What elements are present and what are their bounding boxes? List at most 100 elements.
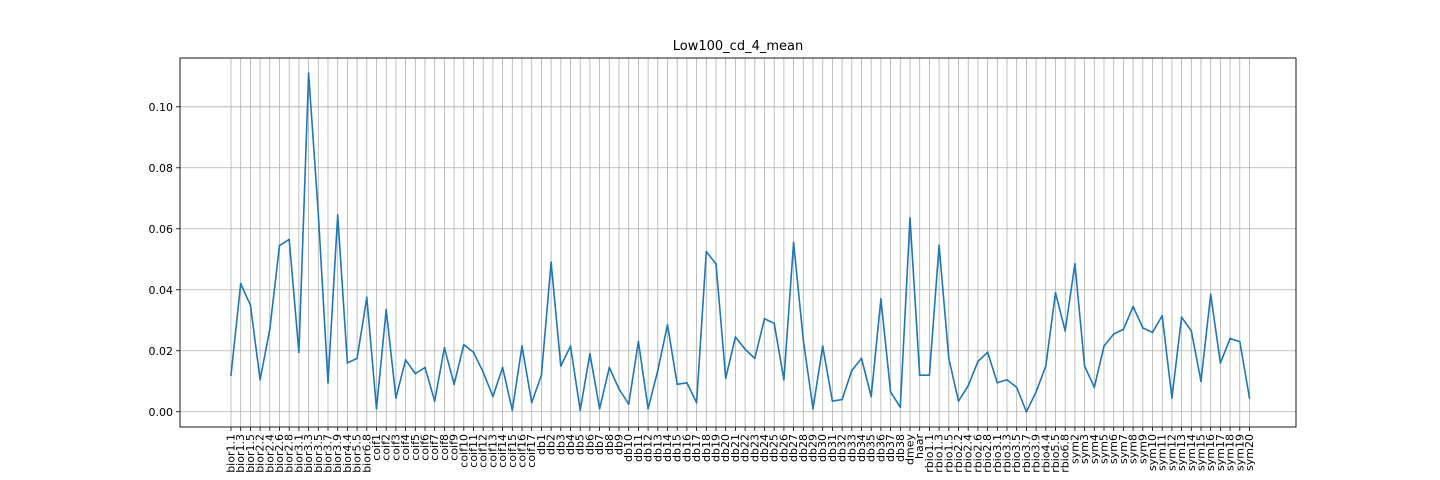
x-tick-label: bior2.4 <box>263 434 276 473</box>
data-point <box>1200 380 1202 383</box>
x-tick-label: coif6 <box>419 434 432 461</box>
data-point <box>1141 326 1144 329</box>
data-point <box>433 400 436 402</box>
x-tick-label: bior2.6 <box>273 434 286 473</box>
series <box>230 72 1251 413</box>
x-tick-label: db23 <box>748 434 761 462</box>
data-point <box>559 365 562 367</box>
data-point <box>831 400 834 402</box>
y-tick-label: 0.10 <box>149 101 174 114</box>
data-point <box>569 345 572 348</box>
data-point <box>1044 365 1047 367</box>
x-tick-label: bior1.3 <box>234 434 247 473</box>
x-tick-label: coif11 <box>467 434 480 468</box>
x-tick-label: rbio4.4 <box>1039 434 1052 473</box>
x-tick-label: db4 <box>564 434 577 455</box>
x-tick-label: db26 <box>777 434 790 462</box>
x-tick-label: db20 <box>719 434 732 462</box>
data-point <box>812 407 814 410</box>
data-point <box>1229 337 1231 340</box>
data-point <box>1015 386 1018 389</box>
x-tick-label: coif2 <box>380 434 393 461</box>
x-tick-label: rbio1.3 <box>933 434 946 473</box>
data-point <box>880 298 882 300</box>
data-point <box>521 345 523 348</box>
x-tick-label: bior3.9 <box>331 434 344 473</box>
x-tick-label: sym12 <box>1165 434 1178 471</box>
data-point <box>938 244 940 247</box>
x-tick-label: sym15 <box>1195 434 1208 471</box>
x-tick-label: db19 <box>710 434 723 462</box>
x-tick-label: rbio2.8 <box>981 434 994 473</box>
data-point <box>783 378 785 381</box>
data-point <box>889 391 892 393</box>
x-tick-label: db3 <box>554 434 567 455</box>
x-tick-label: db37 <box>884 434 897 462</box>
data-point <box>395 397 397 399</box>
x-tick-label: bior6.8 <box>360 434 373 473</box>
data-point <box>1074 262 1076 265</box>
data-point <box>1248 397 1251 399</box>
data-point <box>918 374 921 377</box>
data-point <box>1238 340 1241 343</box>
x-tick-label: db29 <box>807 434 820 462</box>
x-tick-label: coif4 <box>399 434 412 461</box>
y-tick-label: 0.06 <box>149 223 174 236</box>
data-point <box>327 381 329 384</box>
x-tick-label: db9 <box>613 434 626 455</box>
data-point <box>860 357 863 360</box>
data-point <box>1093 386 1096 389</box>
x-tick-label: bior2.8 <box>283 434 296 473</box>
x-tick-label: coif1 <box>370 434 383 461</box>
x-tick-label: coif3 <box>389 434 402 461</box>
data-point <box>666 323 669 326</box>
x-tick-label: rbio3.9 <box>1030 434 1043 473</box>
x-tick-label: sym17 <box>1214 434 1227 471</box>
x-tick-label: db17 <box>690 434 703 462</box>
data-point <box>899 406 902 409</box>
data-point <box>996 381 999 384</box>
x-tick-label: db10 <box>622 434 635 462</box>
data-point <box>1209 293 1212 296</box>
data-point <box>947 357 950 360</box>
data-point <box>744 348 746 351</box>
data-point <box>986 351 989 354</box>
x-tick-label: sym13 <box>1175 434 1188 471</box>
data-point <box>346 362 349 364</box>
x-tick-label: db21 <box>729 434 742 462</box>
data-point <box>1180 316 1183 319</box>
y-tick-label: 0.04 <box>149 284 174 297</box>
x-tick-label: sym19 <box>1233 434 1246 471</box>
y-axis: 0.00 0.02 0.04 0.06 0.08 0.10 <box>149 101 180 419</box>
data-point <box>482 371 485 374</box>
x-tick-label: sym10 <box>1146 434 1159 471</box>
x-tick-label: rbio5.5 <box>1049 434 1062 473</box>
x-tick-label: sym18 <box>1224 434 1237 471</box>
x-tick-label: rbio1.1 <box>923 434 936 473</box>
data-point <box>618 387 620 390</box>
x-tick-label: db12 <box>642 434 655 462</box>
x-tick-label: dmey <box>904 434 917 465</box>
x-tick-label: sym7 <box>1117 434 1130 464</box>
data-point <box>909 217 911 220</box>
x-tick-label: coif16 <box>516 434 529 468</box>
x-tick-label: db14 <box>661 434 674 462</box>
x-tick-label: sym2 <box>1068 434 1081 464</box>
x-tick-label: sym4 <box>1088 434 1101 464</box>
data-point <box>1064 330 1067 332</box>
x-tick-label: sym6 <box>1107 434 1120 464</box>
data-point <box>734 336 737 338</box>
x-tick-label: coif10 <box>457 434 470 468</box>
data-point <box>686 381 688 384</box>
chart-title: Low100_cd_4_mean <box>673 39 803 54</box>
x-tick-label: db30 <box>816 434 829 462</box>
x-tick-label: db25 <box>768 434 781 462</box>
data-point <box>375 407 378 410</box>
data-point <box>1112 333 1115 335</box>
x-tick-label: db34 <box>855 434 868 462</box>
x-tick-label: sym14 <box>1185 434 1198 471</box>
data-point <box>298 351 300 354</box>
data-point <box>365 296 368 299</box>
data-point <box>414 372 417 375</box>
